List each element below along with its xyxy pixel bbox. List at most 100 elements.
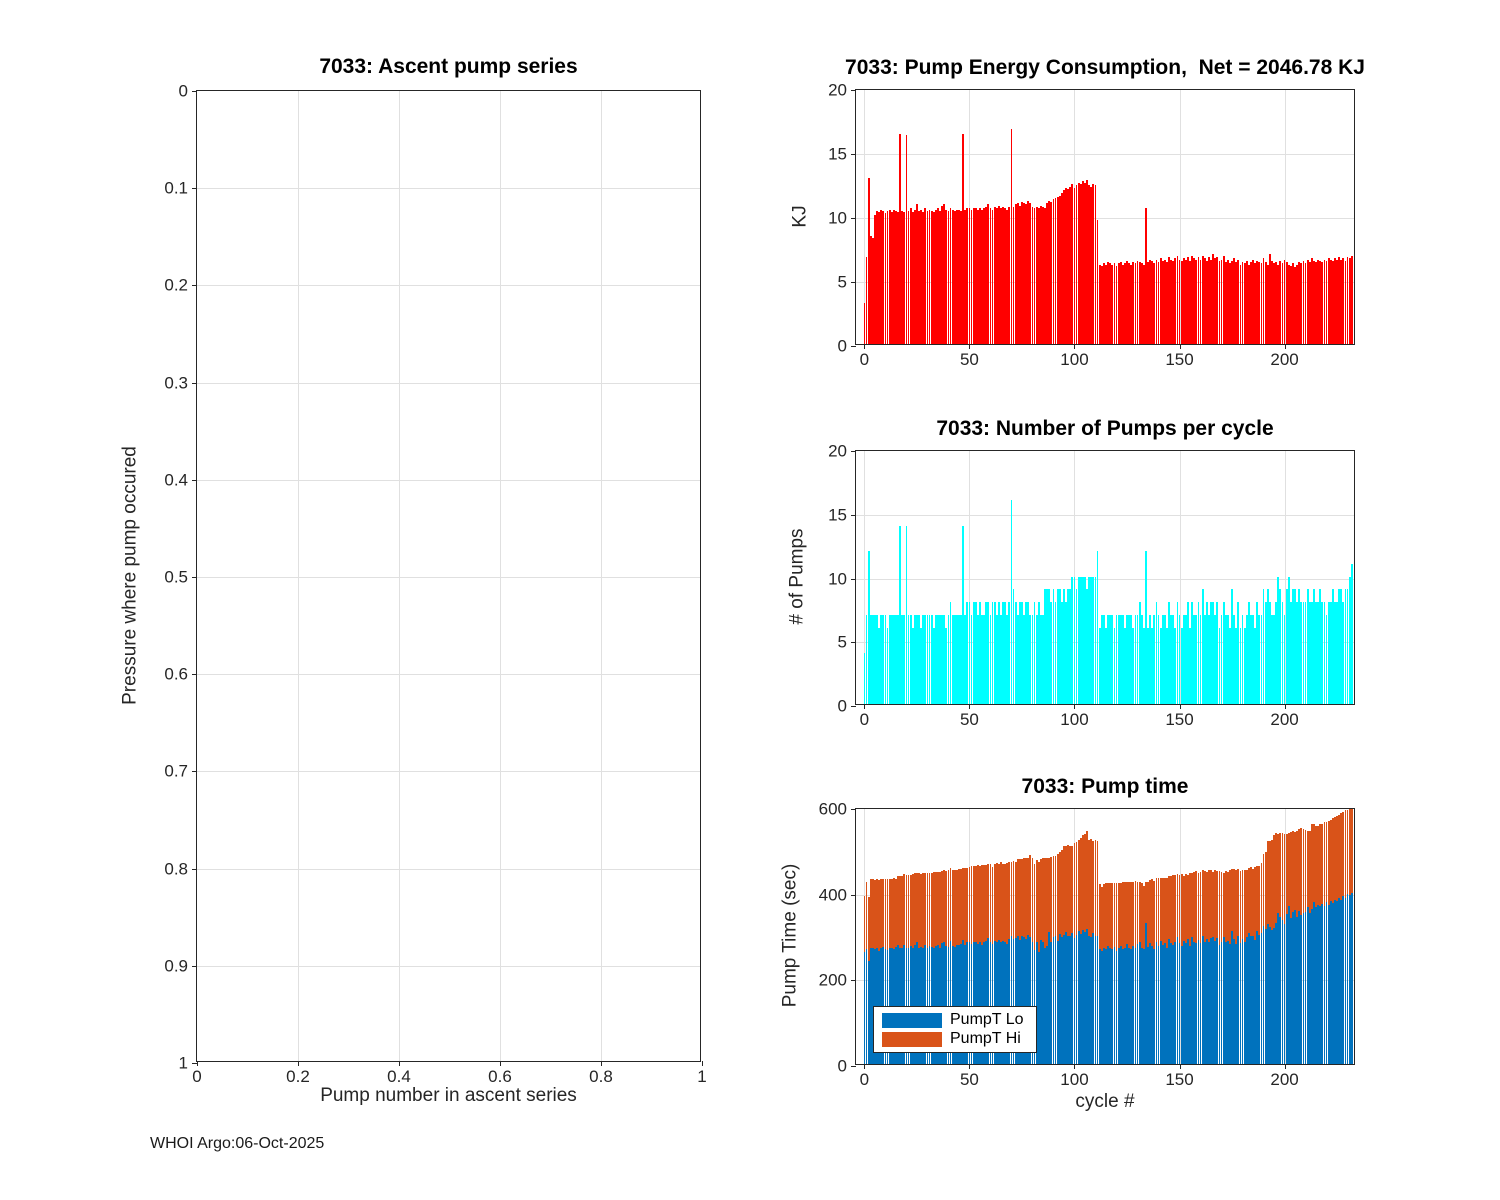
x-tick xyxy=(298,1061,299,1066)
bar xyxy=(1124,263,1126,344)
bar xyxy=(926,614,929,704)
bar-pumpt-hi xyxy=(1222,872,1225,938)
bar-pumpt-lo xyxy=(1195,943,1198,1064)
bar-pumpt-lo xyxy=(1235,944,1238,1064)
bar-pumpt-hi xyxy=(947,870,950,947)
bar xyxy=(1191,255,1194,344)
bar xyxy=(1184,614,1187,704)
bar-pumpt-hi xyxy=(1060,849,1063,938)
y-tick-label: 5 xyxy=(837,272,847,292)
x-tick-label: 0 xyxy=(859,710,870,729)
legend: PumpT Lo PumpT Hi xyxy=(873,1006,1037,1053)
bar-pumpt-hi xyxy=(1321,824,1324,904)
bar xyxy=(1344,260,1347,344)
bar xyxy=(1254,263,1257,344)
bar xyxy=(918,210,920,344)
bar xyxy=(1323,259,1326,344)
bar-pumpt-hi xyxy=(1205,872,1208,939)
bar-pumpt-lo xyxy=(1273,927,1275,1064)
bar-pumpt-lo xyxy=(1147,946,1149,1064)
bar-pumpt-hi xyxy=(1168,875,1170,939)
bar xyxy=(1226,614,1229,704)
bar xyxy=(1037,208,1040,344)
bar-pumpt-hi xyxy=(949,867,952,941)
bar-pumpt-hi xyxy=(890,878,893,949)
y-tick xyxy=(851,706,856,707)
bar-pumpt-hi xyxy=(1319,824,1322,907)
x-tick xyxy=(601,1061,602,1066)
bar-pumpt-hi xyxy=(1008,861,1011,939)
bar xyxy=(1325,260,1328,344)
bar xyxy=(1275,262,1278,344)
bar xyxy=(939,614,941,704)
y-tick xyxy=(851,90,856,91)
bar xyxy=(916,614,918,704)
bar-pumpt-lo xyxy=(869,947,872,1064)
bar-pumpt-lo xyxy=(951,945,954,1064)
bar xyxy=(865,256,868,344)
bar xyxy=(1281,602,1284,704)
bar xyxy=(1260,263,1263,344)
bar-pumpt-lo xyxy=(1092,932,1095,1064)
y-tick xyxy=(851,980,856,982)
gridline-horizontal xyxy=(197,479,700,481)
x-tick-label: 200 xyxy=(1270,1070,1299,1089)
bar xyxy=(1201,255,1204,344)
footer-whoi-argo: WHOI Argo:06-Oct-2025 xyxy=(150,1135,325,1152)
bar xyxy=(941,205,944,344)
bar xyxy=(1199,614,1202,704)
bar-pumpt-lo xyxy=(1340,899,1343,1064)
bar-pumpt-lo xyxy=(1268,926,1271,1064)
gridline-horizontal xyxy=(197,674,700,676)
bar-pumpt-hi xyxy=(993,864,996,941)
bar-pumpt-lo xyxy=(1283,924,1286,1064)
bar-pumpt-hi xyxy=(1241,870,1244,939)
x-tick-label: 0.2 xyxy=(286,1067,310,1086)
bar-pumpt-hi xyxy=(905,874,908,948)
bar xyxy=(922,212,925,344)
bar xyxy=(878,212,880,344)
bar-pumpt-lo xyxy=(1050,942,1053,1064)
bar-pumpt-lo xyxy=(1035,941,1038,1064)
gridline-horizontal xyxy=(856,514,1354,516)
bar xyxy=(1094,185,1097,344)
bar-pumpt-lo xyxy=(916,942,918,1064)
bar-pumpt-hi xyxy=(1121,882,1124,950)
bar-pumpt-hi xyxy=(1300,827,1303,915)
bar-pumpt-hi xyxy=(874,879,876,950)
bar-pumpt-lo xyxy=(1031,941,1034,1064)
bar xyxy=(1212,254,1215,344)
bar-pumpt-hi xyxy=(1315,825,1317,908)
bar xyxy=(1027,602,1030,704)
bar xyxy=(997,205,1000,344)
bar-pumpt-lo xyxy=(1124,947,1126,1064)
bar xyxy=(932,627,935,704)
bar xyxy=(1016,203,1019,344)
bar xyxy=(1195,259,1198,344)
bar xyxy=(930,210,933,344)
plot-area-ascent xyxy=(197,91,700,1061)
x-tick-label: 100 xyxy=(1060,710,1089,729)
gridline-horizontal xyxy=(197,868,700,870)
bar-pumpt-hi xyxy=(1304,830,1307,912)
bar xyxy=(928,614,931,704)
bar-pumpt-lo xyxy=(1325,902,1328,1064)
bar xyxy=(989,614,992,704)
bar xyxy=(901,210,904,344)
bar xyxy=(1287,264,1290,344)
bar-pumpt-hi xyxy=(1239,871,1242,944)
bar xyxy=(972,208,975,344)
bar xyxy=(1069,186,1072,344)
bar xyxy=(1140,263,1143,344)
bar-pumpt-lo xyxy=(1218,944,1221,1064)
gridline-horizontal xyxy=(856,282,1354,283)
x-tick-label: 50 xyxy=(959,350,979,369)
bar xyxy=(1031,207,1034,344)
bar xyxy=(930,614,933,704)
bar xyxy=(911,212,914,344)
bar-pumpt-hi xyxy=(911,873,914,948)
bar-pumpt-lo xyxy=(1252,935,1254,1064)
bar-pumpt-lo xyxy=(1226,940,1229,1064)
bar-pumpt-lo xyxy=(1222,937,1225,1064)
y-tick xyxy=(192,188,197,190)
